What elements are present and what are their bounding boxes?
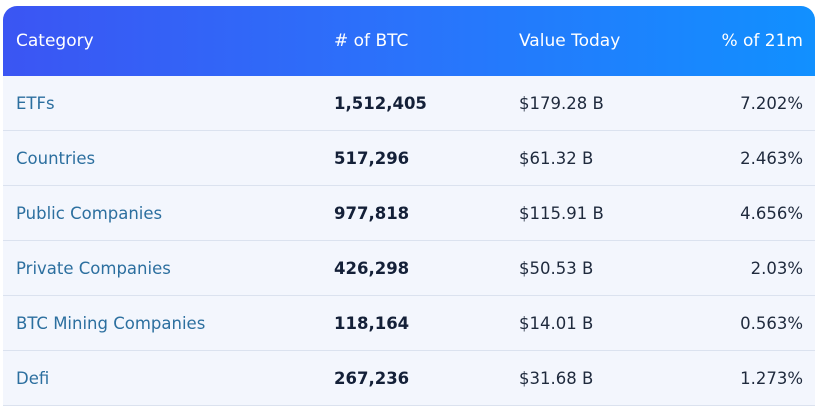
btc-holdings-table: Category # of BTC Value Today % of 21m E… (3, 6, 815, 406)
value-cell: $61.32 B (519, 148, 594, 168)
category-cell[interactable]: Countries (16, 148, 96, 168)
header-cell[interactable]: % of 21m (721, 31, 803, 51)
btc-amount-cell: 517,296 (334, 148, 410, 168)
value-cell: $31.68 B (519, 368, 594, 388)
header-cell[interactable]: Value Today (519, 31, 621, 51)
category-cell[interactable]: ETFs (16, 93, 55, 113)
percent-cell: 7.202% (740, 93, 803, 113)
value-cell: $115.91 B (519, 203, 604, 223)
btc-amount-cell: 426,298 (334, 258, 410, 278)
table-row: Countries 517,296 $61.32 B 2.463% (3, 131, 815, 186)
percent-cell: 2.03% (750, 258, 803, 278)
header-cell[interactable]: Category (16, 31, 94, 51)
header-cell[interactable]: # of BTC (334, 31, 409, 51)
value-cell: $14.01 B (519, 313, 594, 333)
btc-amount-cell: 1,512,405 (334, 93, 427, 113)
percent-cell: 1.273% (740, 368, 803, 388)
table-row: Public Companies 977,818 $115.91 B 4.656% (3, 186, 815, 241)
btc-amount-cell: 118,164 (334, 313, 410, 333)
table-header: Category # of BTC Value Today % of 21m (3, 6, 815, 76)
table-row: Private Companies 426,298 $50.53 B 2.03% (3, 241, 815, 296)
percent-cell: 2.463% (740, 148, 803, 168)
percent-cell: 4.656% (740, 203, 803, 223)
btc-amount-cell: 267,236 (334, 368, 410, 388)
category-cell[interactable]: Private Companies (16, 258, 171, 278)
table-body: ETFs 1,512,405 $179.28 B 7.202% Countries 517… (3, 76, 815, 406)
table-row: ETFs 1,512,405 $179.28 B 7.202% (3, 76, 815, 131)
percent-cell: 0.563% (740, 313, 803, 333)
category-cell[interactable]: BTC Mining Companies (16, 313, 206, 333)
value-cell: $50.53 B (519, 258, 594, 278)
table-row: Defi 267,236 $31.68 B 1.273% (3, 351, 815, 406)
value-cell: $179.28 B (519, 93, 604, 113)
category-cell[interactable]: Defi (16, 368, 50, 388)
category-cell[interactable]: Public Companies (16, 203, 163, 223)
btc-amount-cell: 977,818 (334, 203, 410, 223)
table-row: BTC Mining Companies 118,164 $14.01 B 0.563… (3, 296, 815, 351)
